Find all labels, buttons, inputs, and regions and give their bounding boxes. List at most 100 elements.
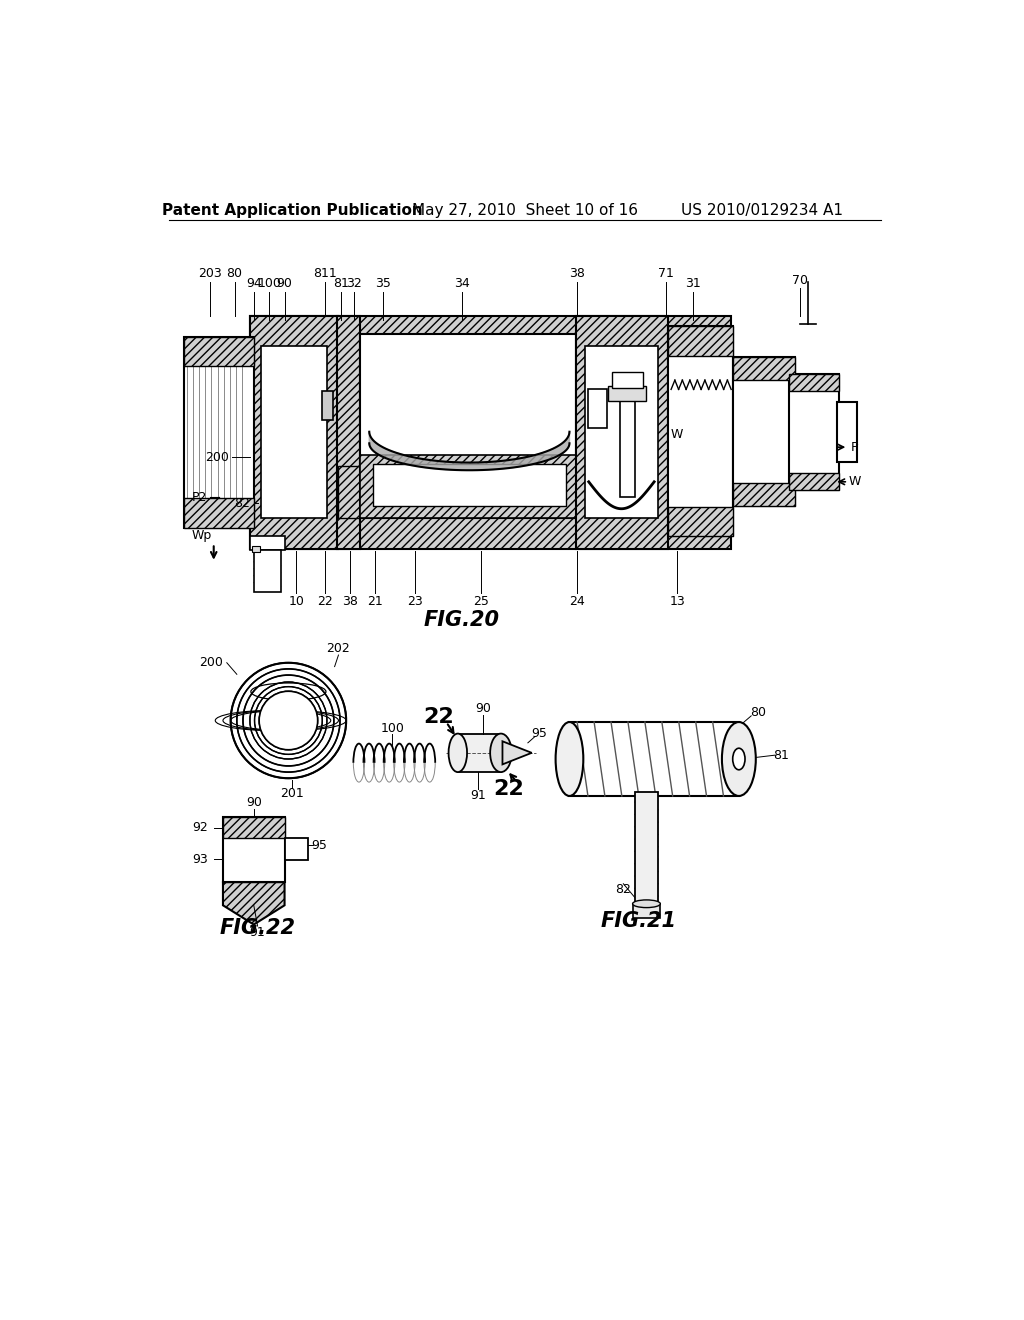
Text: 71: 71 (657, 268, 674, 280)
Bar (588, 389, 607, 428)
Text: May 27, 2010  Sheet 10 of 16: May 27, 2010 Sheet 10 of 16 (412, 203, 638, 218)
Bar (252, 545, 260, 552)
Text: FIG.21: FIG.21 (601, 911, 677, 931)
Bar (611, 372, 643, 388)
Text: Patent Application Publication: Patent Application Publication (162, 203, 423, 218)
Bar (250, 317, 731, 346)
Text: 811: 811 (312, 268, 337, 280)
Text: P2: P2 (193, 491, 208, 504)
Bar (838, 403, 857, 462)
Bar (250, 536, 285, 549)
Text: 92: 92 (191, 821, 208, 834)
Bar (620, 397, 635, 498)
Bar (360, 334, 575, 517)
Text: 35: 35 (375, 277, 391, 290)
Bar (360, 455, 575, 517)
Bar (668, 326, 733, 536)
Text: 94: 94 (246, 277, 262, 290)
Text: W: W (848, 475, 860, 488)
Text: 202: 202 (327, 643, 350, 656)
Text: 82: 82 (615, 883, 632, 896)
Ellipse shape (449, 734, 467, 772)
Text: 100: 100 (381, 722, 404, 735)
Text: 10: 10 (288, 594, 304, 607)
Bar (285, 838, 307, 859)
Ellipse shape (490, 734, 512, 772)
Text: 22: 22 (423, 706, 454, 726)
Text: 90: 90 (475, 702, 492, 715)
Text: 34: 34 (454, 277, 470, 290)
Text: 90: 90 (276, 277, 293, 290)
Bar (788, 374, 839, 490)
Ellipse shape (259, 692, 317, 750)
Text: 82: 82 (234, 496, 250, 510)
Bar (184, 337, 254, 367)
Text: 38: 38 (569, 268, 585, 280)
Ellipse shape (556, 722, 584, 796)
Text: Wp: Wp (191, 529, 211, 543)
Text: 200: 200 (205, 450, 229, 463)
Polygon shape (503, 742, 531, 764)
Text: 100: 100 (257, 277, 282, 290)
Text: 90: 90 (246, 796, 262, 809)
Polygon shape (223, 882, 285, 924)
Bar (575, 317, 668, 549)
Bar (250, 317, 339, 549)
Text: 80: 80 (226, 268, 243, 280)
Bar (339, 466, 360, 517)
Bar (223, 817, 285, 838)
Text: 91: 91 (470, 788, 485, 801)
Ellipse shape (722, 722, 756, 796)
Ellipse shape (633, 900, 660, 908)
Text: 25: 25 (473, 594, 488, 607)
Bar (733, 483, 795, 506)
Bar (184, 337, 254, 528)
Text: 38: 38 (342, 594, 358, 607)
Bar (668, 507, 733, 536)
Text: 13: 13 (670, 594, 685, 607)
Text: 200: 200 (199, 656, 223, 669)
Bar (585, 346, 658, 517)
Bar (184, 498, 254, 528)
Text: 31: 31 (685, 277, 700, 290)
Text: W: W (671, 428, 683, 441)
Text: 22: 22 (494, 779, 524, 799)
Text: 70: 70 (793, 273, 809, 286)
Bar (733, 358, 795, 380)
Text: 80: 80 (751, 706, 766, 719)
Bar (635, 792, 658, 904)
Bar (261, 346, 327, 517)
Text: 21: 21 (368, 594, 383, 607)
Bar (788, 473, 839, 490)
Bar (250, 517, 731, 549)
Bar (733, 358, 795, 506)
Text: 201: 201 (281, 787, 304, 800)
Text: US 2010/0129234 A1: US 2010/0129234 A1 (681, 203, 843, 218)
Text: 22: 22 (316, 594, 333, 607)
Bar (668, 326, 733, 355)
Text: 93: 93 (191, 853, 208, 866)
Ellipse shape (733, 748, 745, 770)
Bar (634, 904, 659, 917)
Text: 32: 32 (346, 277, 361, 290)
Text: 23: 23 (408, 594, 423, 607)
Text: 95: 95 (531, 727, 548, 741)
Bar (322, 391, 333, 420)
Polygon shape (370, 432, 569, 470)
Bar (254, 549, 281, 591)
Bar (608, 385, 646, 401)
Bar (788, 374, 839, 391)
Bar (337, 317, 360, 549)
Text: 203: 203 (198, 268, 222, 280)
Text: 81: 81 (773, 748, 790, 762)
Bar (458, 734, 501, 772)
Text: FIG.20: FIG.20 (424, 610, 500, 631)
Text: 24: 24 (569, 594, 585, 607)
Bar (373, 465, 565, 507)
Text: 91: 91 (250, 925, 265, 939)
Text: FIG.22: FIG.22 (219, 919, 296, 939)
Text: 81: 81 (333, 277, 349, 290)
Ellipse shape (230, 663, 346, 779)
Text: 95: 95 (311, 838, 327, 851)
Bar (223, 817, 285, 882)
